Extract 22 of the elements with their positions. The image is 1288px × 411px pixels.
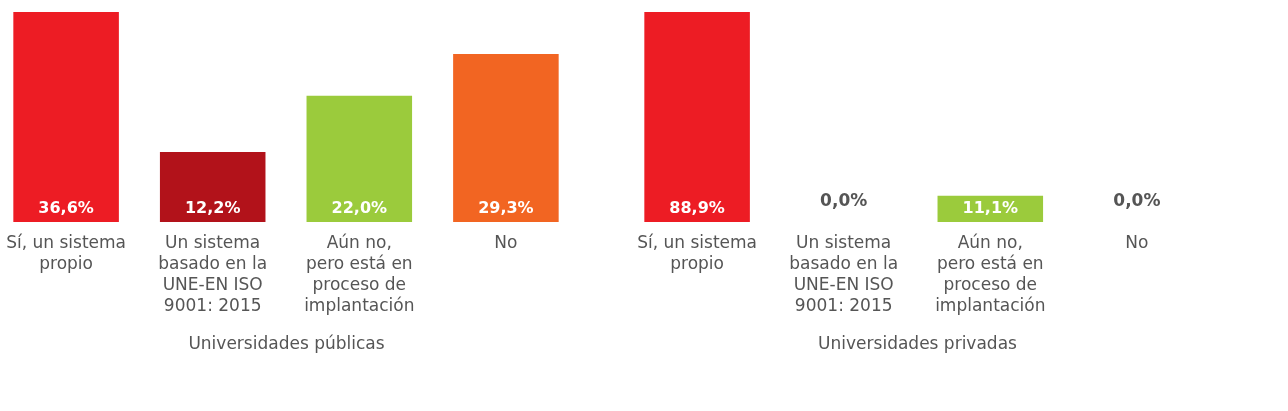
- x-tick-label: No: [1125, 231, 1149, 252]
- x-tick-label: Un sistema basado en la UNE-EN ISO 9001: 2015: [789, 231, 899, 315]
- x-axis-title: Universidades públicas: [188, 332, 385, 353]
- x-tick-label: Sí, un sistema propio: [6, 231, 127, 273]
- bar: [13, 12, 119, 222]
- data-label: 29,3%: [478, 198, 534, 217]
- bar: [306, 95, 413, 222]
- data-label: 0,0%: [820, 190, 868, 210]
- x-axis-title: Universidades privadas: [818, 332, 1018, 353]
- x-tick-label: Sí, un sistema propio: [637, 231, 758, 273]
- x-tick-label: Un sistema basado en la UNE-EN ISO 9001: 2015: [158, 231, 268, 315]
- data-label: 0,0%: [1113, 190, 1161, 210]
- x-tick-label: No: [494, 231, 518, 252]
- data-label: 36,6%: [38, 198, 94, 217]
- data-label: 22,0%: [331, 198, 388, 217]
- data-label: 88,9%: [669, 198, 725, 217]
- x-tick-label: Aún no, pero está en proceso de implantación: [304, 231, 415, 315]
- bar: [159, 152, 266, 222]
- data-label: 12,2%: [184, 198, 241, 217]
- data-label: 11,1%: [962, 198, 1019, 217]
- x-tick-label: Aún no, pero está en proceso de implantación: [935, 231, 1046, 315]
- bar: [453, 53, 559, 222]
